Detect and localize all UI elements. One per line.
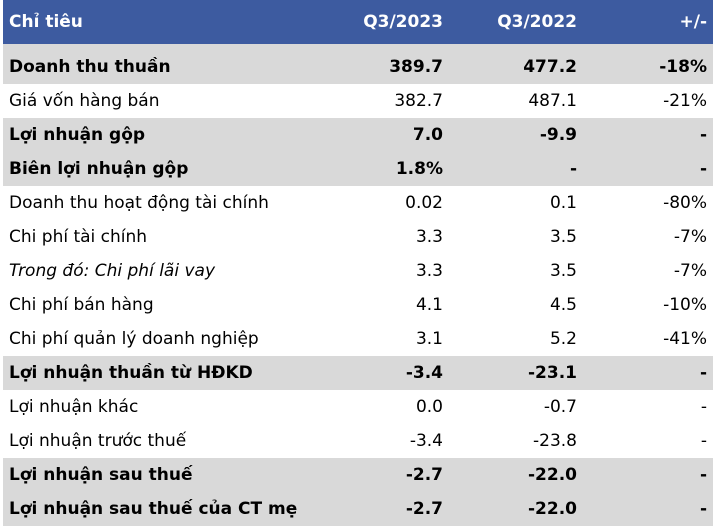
table-row: Lợi nhuận gộp 7.0 -9.9- xyxy=(3,118,713,152)
row-label: Lợi nhuận sau thuế của CT mẹ xyxy=(3,492,319,526)
value-change: -21% xyxy=(663,91,707,111)
row-label: Lợi nhuận thuần từ HĐKD xyxy=(3,356,319,390)
value-q3-2022: 0.1 xyxy=(549,193,577,213)
row-label: Doanh thu thuần xyxy=(3,44,319,84)
table-row: Biên lợi nhuận gộp 1.8% - - xyxy=(3,152,713,186)
row-label: Biên lợi nhuận gộp xyxy=(3,152,319,186)
row-label: Chi phí tài chính xyxy=(9,227,148,247)
value-q3-2022: 477.2 xyxy=(449,44,583,84)
value-q3-2023: 0.02 xyxy=(405,193,443,213)
header-col-change: +/- xyxy=(583,0,713,44)
value-change: - xyxy=(583,492,713,526)
table-row: Lợi nhuận thuần từ HĐKD -3.4 -23.1- xyxy=(3,356,713,390)
value-q3-2023: -2.7 xyxy=(319,458,449,492)
value-q3-2022: -22.0 xyxy=(449,492,583,526)
row-label: Giá vốn hàng bán xyxy=(9,91,160,111)
row-label: Lợi nhuận khác xyxy=(9,397,139,417)
value-q3-2022: 3.5 xyxy=(549,261,577,281)
value-q3-2022: 487.1 xyxy=(528,91,577,111)
value-change: -7% xyxy=(673,261,707,281)
value-q3-2022: 4.5 xyxy=(549,295,577,315)
value-change: - xyxy=(583,152,713,186)
table-row: Doanh thu thuần 389.7 477.2 -18% xyxy=(3,44,713,84)
value-change: -10% xyxy=(663,295,707,315)
value-change: -7% xyxy=(673,227,707,247)
value-q3-2023: -2.7 xyxy=(319,492,449,526)
value-q3-2023: 0.0 xyxy=(415,397,443,417)
value-q3-2023: -3.4 xyxy=(319,356,449,390)
row-label: Trong đó: Chi phí lãi vay xyxy=(9,261,216,281)
value-q3-2023: -3.4 xyxy=(409,431,443,451)
value-q3-2022: -0.7 xyxy=(543,397,577,417)
table-row: Lợi nhuận trước thuế -3.4 -23.8 - xyxy=(3,424,713,458)
value-q3-2023: 4.1 xyxy=(415,295,443,315)
value-change: - xyxy=(583,118,713,152)
table-row: Lợi nhuận khác 0.0 -0.7 - xyxy=(3,390,713,424)
value-q3-2023: 1.8% xyxy=(319,152,449,186)
value-change: -18% xyxy=(583,44,713,84)
row-label: Chi phí bán hàng xyxy=(9,295,154,315)
value-change: -80% xyxy=(663,193,707,213)
header-col-q3-2022: Q3/2022 xyxy=(449,0,583,44)
value-q3-2022: 5.2 xyxy=(549,329,577,349)
value-q3-2023: 3.3 xyxy=(415,261,443,281)
table-row: Lợi nhuận sau thuế -2.7 -22.0- xyxy=(3,458,713,492)
table-row: Trong đó: Chi phí lãi vay 3.3 3.5 -7% xyxy=(3,254,713,288)
value-q3-2022: -23.1 xyxy=(449,356,583,390)
value-change: - xyxy=(583,356,713,390)
value-q3-2023: 382.7 xyxy=(394,91,443,111)
row-label: Chi phí quản lý doanh nghiệp xyxy=(9,329,259,349)
value-q3-2022: -9.9 xyxy=(449,118,583,152)
value-q3-2022: - xyxy=(449,152,583,186)
value-q3-2022: -23.8 xyxy=(533,431,577,451)
row-label: Doanh thu hoạt động tài chính xyxy=(9,193,269,213)
table-row: Chi phí quản lý doanh nghiệp 3.1 5.2 -41% xyxy=(3,322,713,356)
table-row: Chi phí tài chính 3.3 3.5 -7% xyxy=(3,220,713,254)
table-body: Doanh thu thuần 389.7 477.2 -18% Giá vốn hàn… xyxy=(3,44,713,526)
value-q3-2023: 3.3 xyxy=(415,227,443,247)
value-q3-2022: 3.5 xyxy=(549,227,577,247)
value-q3-2022: -22.0 xyxy=(449,458,583,492)
financial-table-container: Chỉ tiêu Q3/2023 Q3/2022 +/- Doanh thu t… xyxy=(3,0,713,526)
row-label: Lợi nhuận trước thuế xyxy=(9,431,187,451)
table-row: Chi phí bán hàng 4.1 4.5 -10% xyxy=(3,288,713,322)
table-row: Giá vốn hàng bán 382.7 487.1 -21% xyxy=(3,84,713,118)
value-q3-2023: 389.7 xyxy=(319,44,449,84)
value-change: - xyxy=(583,458,713,492)
header-label: Chỉ tiêu xyxy=(3,0,319,44)
financial-summary-table: Chỉ tiêu Q3/2023 Q3/2022 +/- Doanh thu t… xyxy=(3,0,713,526)
header-col-q3-2023: Q3/2023 xyxy=(319,0,449,44)
table-row: Doanh thu hoạt động tài chính 0.02 0.1 -80% xyxy=(3,186,713,220)
table-row: Lợi nhuận sau thuế của CT mẹ -2.7 -22.0- xyxy=(3,492,713,526)
value-change: - xyxy=(700,431,707,451)
value-change: -41% xyxy=(663,329,707,349)
row-label: Lợi nhuận sau thuế xyxy=(3,458,319,492)
value-q3-2023: 3.1 xyxy=(415,329,443,349)
value-change: - xyxy=(700,397,707,417)
row-label: Lợi nhuận gộp xyxy=(3,118,319,152)
value-q3-2023: 7.0 xyxy=(319,118,449,152)
table-header-row: Chỉ tiêu Q3/2023 Q3/2022 +/- xyxy=(3,0,713,44)
